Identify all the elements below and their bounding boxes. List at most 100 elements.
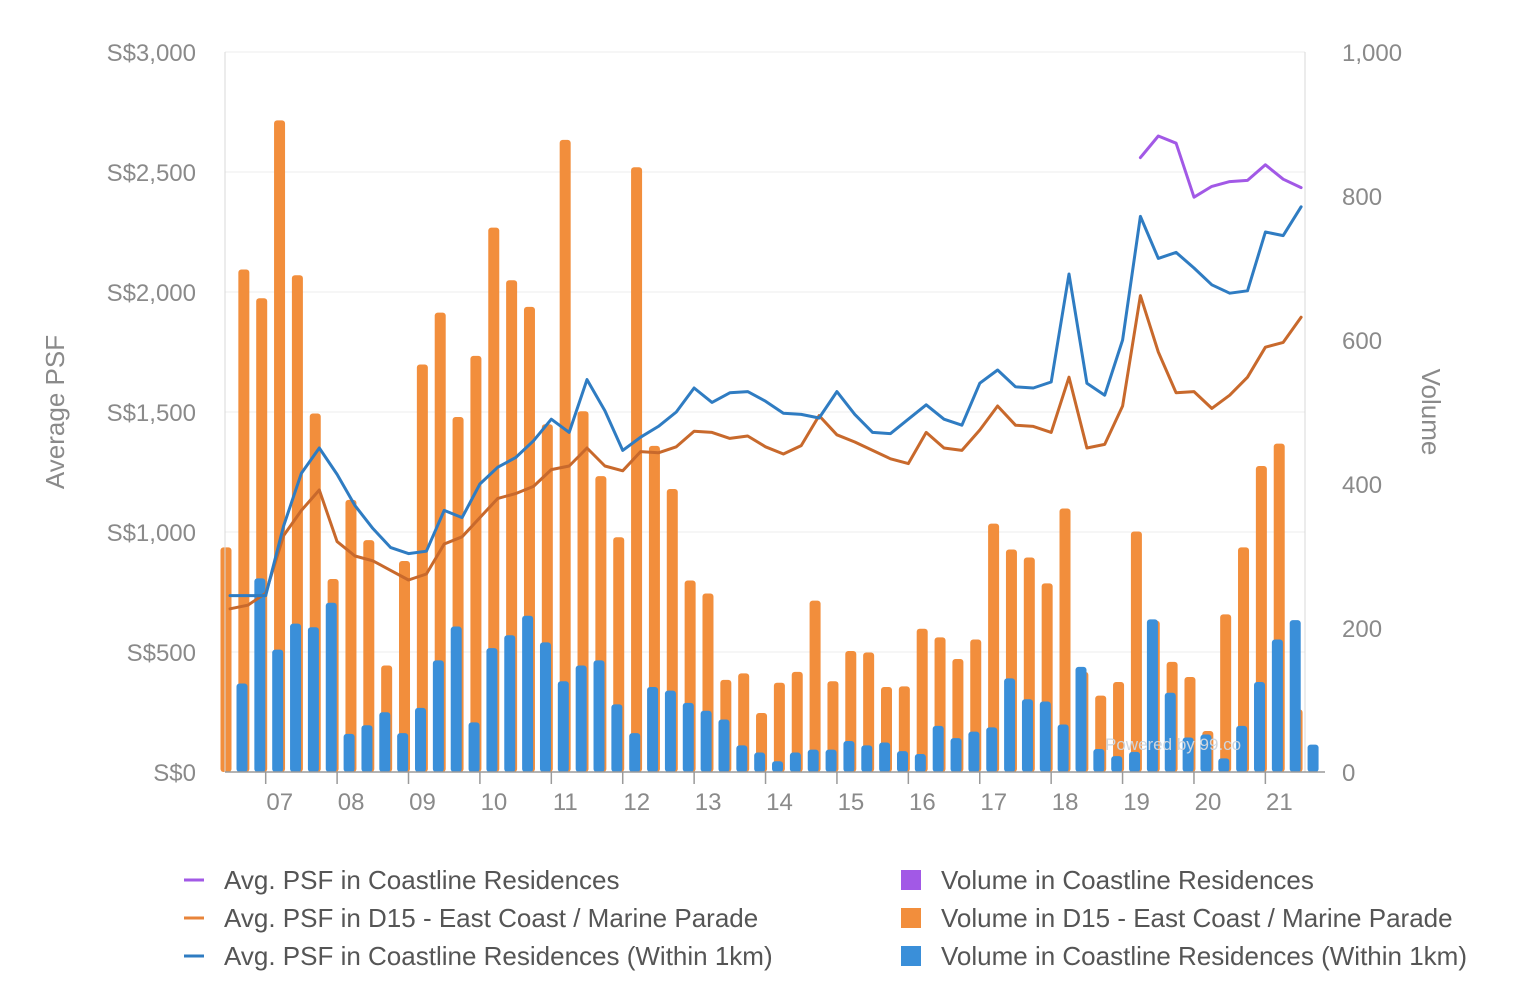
- bar[interactable]: [1220, 614, 1232, 772]
- bar[interactable]: [361, 725, 373, 772]
- bar[interactable]: [914, 754, 926, 772]
- bar[interactable]: [1146, 619, 1158, 772]
- bar[interactable]: [932, 725, 944, 772]
- bar[interactable]: [325, 602, 337, 772]
- bar[interactable]: [434, 312, 446, 772]
- bar[interactable]: [647, 687, 659, 772]
- bar[interactable]: [1004, 678, 1016, 772]
- bar[interactable]: [504, 635, 516, 772]
- x-tick-label: 10: [481, 789, 508, 816]
- bar[interactable]: [559, 139, 571, 773]
- bar[interactable]: [1075, 666, 1087, 772]
- bar[interactable]: [1271, 639, 1283, 772]
- bar[interactable]: [809, 600, 821, 772]
- bar[interactable]: [1093, 748, 1105, 772]
- bar[interactable]: [415, 707, 427, 772]
- legend-item-bar[interactable]: Volume in D15 - East Coast / Marine Para…: [901, 903, 1453, 933]
- bar[interactable]: [1039, 701, 1051, 772]
- bar[interactable]: [611, 704, 623, 772]
- bar[interactable]: [700, 710, 712, 772]
- bar[interactable]: [843, 741, 855, 772]
- bar[interactable]: [1130, 531, 1142, 772]
- bar[interactable]: [343, 733, 355, 772]
- bar[interactable]: [631, 167, 643, 772]
- series-line[interactable]: [228, 294, 1303, 611]
- bar[interactable]: [307, 627, 319, 772]
- bar[interactable]: [791, 671, 803, 772]
- bar[interactable]: [754, 752, 766, 772]
- bar[interactable]: [1021, 699, 1033, 772]
- bar[interactable]: [1129, 751, 1141, 772]
- legend-item-line[interactable]: Avg. PSF in Coastline Residences: [184, 865, 620, 895]
- bar[interactable]: [416, 364, 428, 772]
- bar[interactable]: [470, 355, 482, 772]
- legend-item-bar[interactable]: Volume in Coastline Residences: [901, 865, 1314, 895]
- bar[interactable]: [789, 752, 801, 772]
- bar[interactable]: [718, 719, 730, 772]
- bar[interactable]: [1111, 756, 1123, 772]
- bar[interactable]: [988, 523, 1000, 772]
- bar[interactable]: [863, 652, 875, 772]
- bar[interactable]: [825, 749, 837, 772]
- bar[interactable]: [827, 681, 839, 772]
- bar[interactable]: [593, 660, 605, 772]
- bar[interactable]: [682, 702, 694, 772]
- bar[interactable]: [274, 120, 286, 772]
- bar[interactable]: [399, 561, 411, 772]
- bar[interactable]: [879, 742, 891, 772]
- bar[interactable]: [807, 749, 819, 772]
- bar[interactable]: [236, 683, 248, 772]
- bar[interactable]: [290, 623, 302, 772]
- bar[interactable]: [1289, 620, 1301, 772]
- bar[interactable]: [1113, 682, 1125, 772]
- bar[interactable]: [1238, 547, 1250, 772]
- bar[interactable]: [1218, 758, 1230, 772]
- bar[interactable]: [1200, 734, 1212, 772]
- bar[interactable]: [916, 628, 928, 772]
- legend-item-line[interactable]: Avg. PSF in Coastline Residences (Within…: [184, 941, 773, 971]
- bar[interactable]: [539, 642, 551, 772]
- bar[interactable]: [1236, 725, 1248, 772]
- bar[interactable]: [629, 733, 641, 772]
- bar[interactable]: [522, 615, 534, 772]
- bar[interactable]: [1164, 692, 1176, 772]
- bar[interactable]: [1057, 724, 1069, 772]
- gridlines: [225, 51, 1305, 773]
- bar[interactable]: [238, 269, 250, 772]
- bar[interactable]: [363, 540, 375, 772]
- bar[interactable]: [557, 681, 569, 772]
- bar[interactable]: [736, 745, 748, 772]
- bar[interactable]: [575, 665, 587, 772]
- bar[interactable]: [220, 547, 232, 772]
- bar[interactable]: [898, 686, 910, 772]
- bar[interactable]: [1059, 508, 1071, 772]
- line-layer: [228, 134, 1303, 611]
- bar[interactable]: [1307, 744, 1319, 772]
- bar[interactable]: [345, 499, 357, 772]
- bar[interactable]: [468, 722, 480, 772]
- bar[interactable]: [773, 682, 785, 772]
- bar[interactable]: [1182, 737, 1194, 772]
- bar[interactable]: [1254, 682, 1266, 772]
- bar[interactable]: [861, 745, 873, 772]
- bar[interactable]: [896, 751, 908, 772]
- bar[interactable]: [950, 738, 962, 772]
- bar[interactable]: [486, 648, 498, 772]
- bar[interactable]: [968, 731, 980, 772]
- legend-item-line[interactable]: Avg. PSF in D15 - East Coast / Marine Pa…: [184, 903, 758, 933]
- bar[interactable]: [432, 660, 444, 772]
- bar[interactable]: [450, 626, 462, 772]
- bar[interactable]: [986, 727, 998, 772]
- bar[interactable]: [397, 733, 409, 772]
- bar[interactable]: [254, 578, 266, 772]
- bar[interactable]: [272, 649, 284, 772]
- x-tick-label: 08: [338, 789, 365, 816]
- legend-item-bar[interactable]: Volume in Coastline Residences (Within 1…: [901, 941, 1467, 971]
- bar[interactable]: [379, 712, 391, 772]
- bar[interactable]: [488, 227, 500, 772]
- bar[interactable]: [772, 761, 784, 772]
- series-line[interactable]: [228, 205, 1303, 598]
- series-line[interactable]: [1138, 134, 1303, 199]
- bar[interactable]: [664, 690, 676, 772]
